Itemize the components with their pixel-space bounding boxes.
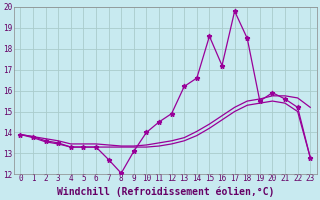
X-axis label: Windchill (Refroidissement éolien,°C): Windchill (Refroidissement éolien,°C) <box>57 186 274 197</box>
